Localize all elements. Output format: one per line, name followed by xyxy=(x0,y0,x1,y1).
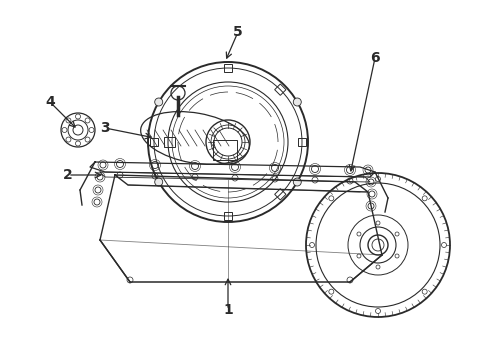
Text: 3: 3 xyxy=(100,121,110,135)
Bar xyxy=(213,140,237,160)
Bar xyxy=(164,137,175,147)
Text: 4: 4 xyxy=(45,95,55,109)
Bar xyxy=(298,138,306,146)
Bar xyxy=(275,189,286,200)
Text: 5: 5 xyxy=(233,25,243,39)
Bar xyxy=(224,212,232,220)
Circle shape xyxy=(294,178,301,186)
Circle shape xyxy=(155,178,163,186)
Text: 6: 6 xyxy=(370,51,380,65)
Text: 1: 1 xyxy=(223,303,233,317)
Bar xyxy=(224,64,232,72)
Text: 2: 2 xyxy=(63,168,73,182)
Bar xyxy=(275,84,286,95)
Circle shape xyxy=(294,98,301,106)
Circle shape xyxy=(155,98,163,106)
Bar xyxy=(150,138,158,146)
